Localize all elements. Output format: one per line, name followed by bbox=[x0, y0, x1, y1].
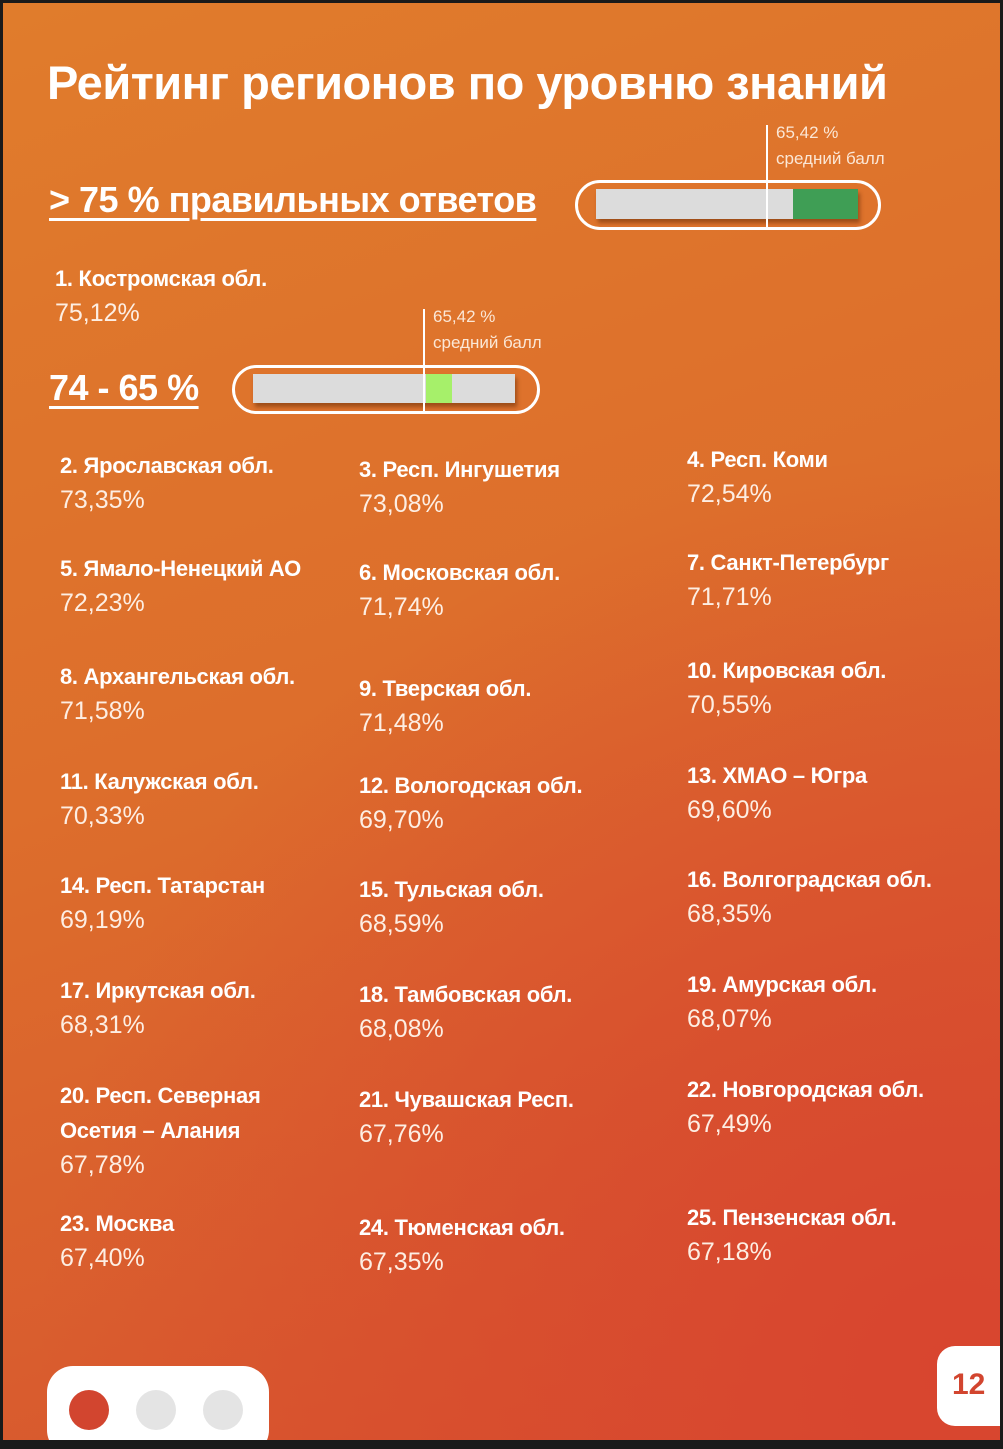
region-name: 15. Тульская обл. bbox=[359, 877, 544, 902]
region-percent: 69,19% bbox=[60, 906, 145, 934]
section-high-bar bbox=[575, 180, 881, 230]
region-name: 11. Калужская обл. bbox=[60, 769, 259, 794]
list-item: 23. Москва 67,40% bbox=[60, 1206, 174, 1275]
page-title: Рейтинг регионов по уровню знаний bbox=[47, 56, 888, 109]
region-percent: 72,54% bbox=[687, 480, 772, 508]
page-number-badge: 12 bbox=[937, 1346, 1000, 1426]
region-name: 24. Тюменская обл. bbox=[359, 1215, 565, 1240]
average-value: 65,42 % bbox=[776, 123, 839, 142]
region-percent: 68,08% bbox=[359, 1015, 444, 1043]
pagination-dot-active[interactable] bbox=[69, 1390, 109, 1430]
page-number: 12 bbox=[952, 1368, 986, 1401]
region-percent: 67,40% bbox=[60, 1244, 145, 1272]
region-percent: 73,08% bbox=[359, 490, 444, 518]
region-percent: 68,31% bbox=[60, 1011, 145, 1039]
region-name: 14. Респ. Татарстан bbox=[60, 873, 265, 898]
list-item: 1. Костромская обл. 75,12% bbox=[55, 261, 267, 330]
region-percent: 68,59% bbox=[359, 910, 444, 938]
region-percent: 71,71% bbox=[687, 583, 772, 611]
region-percent: 68,35% bbox=[687, 900, 772, 928]
region-name: 2. Ярославская обл. bbox=[60, 453, 274, 478]
region-percent: 68,07% bbox=[687, 1005, 772, 1033]
region-name: 3. Респ. Ингушетия bbox=[359, 457, 560, 482]
list-item: 9. Тверская обл. 71,48% bbox=[359, 671, 531, 740]
list-item: 18. Тамбовская обл. 68,08% bbox=[359, 977, 572, 1046]
region-name: 1. Костромская обл. bbox=[55, 266, 267, 291]
region-name: 23. Москва bbox=[60, 1211, 174, 1236]
region-name: 4. Респ. Коми bbox=[687, 447, 828, 472]
list-item: 8. Архангельская обл. 71,58% bbox=[60, 659, 295, 728]
average-annotation: 65,42 % средний балл bbox=[433, 304, 542, 356]
list-item: 11. Калужская обл. 70,33% bbox=[60, 764, 259, 833]
region-percent: 67,76% bbox=[359, 1120, 444, 1148]
bar-track bbox=[596, 189, 858, 219]
list-item: 17. Иркутская обл. 68,31% bbox=[60, 973, 256, 1042]
region-percent: 71,48% bbox=[359, 709, 444, 737]
section-high-label: > 75 % правильных ответов bbox=[49, 179, 537, 220]
region-percent: 72,23% bbox=[60, 589, 145, 617]
region-name: 7. Санкт-Петербург bbox=[687, 550, 889, 575]
region-percent: 67,18% bbox=[687, 1238, 772, 1266]
list-item: 12. Вологодская обл. 69,70% bbox=[359, 768, 583, 837]
bar-track bbox=[253, 374, 515, 403]
region-name: 16. Волгоградская обл. bbox=[687, 867, 932, 892]
list-item: 20. Респ. Северная Осетия – Алания 67,78% bbox=[60, 1078, 261, 1182]
list-item: 4. Респ. Коми 72,54% bbox=[687, 442, 828, 511]
bar-fill-mid bbox=[425, 374, 453, 403]
list-item: 16. Волгоградская обл. 68,35% bbox=[687, 862, 932, 931]
region-name: 5. Ямало-Ненецкий АО bbox=[60, 556, 301, 581]
list-item: 6. Московская обл. 71,74% bbox=[359, 555, 560, 624]
region-name: 19. Амурская обл. bbox=[687, 972, 877, 997]
average-label: средний балл bbox=[433, 333, 542, 352]
region-percent: 67,78% bbox=[60, 1151, 145, 1179]
list-item: 10. Кировская обл. 70,55% bbox=[687, 653, 886, 722]
region-name: 6. Московская обл. bbox=[359, 560, 560, 585]
region-name: 17. Иркутская обл. bbox=[60, 978, 256, 1003]
pagination-dots bbox=[47, 1366, 269, 1440]
region-name: 25. Пензенская обл. bbox=[687, 1205, 897, 1230]
region-name: 13. ХМАО – Югра bbox=[687, 763, 867, 788]
pagination-dot[interactable] bbox=[136, 1390, 176, 1430]
region-percent: 70,33% bbox=[60, 802, 145, 830]
list-item: 24. Тюменская обл. 67,35% bbox=[359, 1210, 565, 1279]
pagination-dot[interactable] bbox=[203, 1390, 243, 1430]
list-item: 19. Амурская обл. 68,07% bbox=[687, 967, 877, 1036]
region-percent: 69,70% bbox=[359, 806, 444, 834]
average-annotation: 65,42 % средний балл bbox=[776, 120, 885, 172]
list-item: 21. Чувашская Респ. 67,76% bbox=[359, 1082, 574, 1151]
region-name: 12. Вологодская обл. bbox=[359, 773, 583, 798]
region-percent: 75,12% bbox=[55, 299, 140, 327]
list-item: 7. Санкт-Петербург 71,71% bbox=[687, 545, 889, 614]
list-item: 25. Пензенская обл. 67,18% bbox=[687, 1200, 897, 1269]
region-name: 21. Чувашская Респ. bbox=[359, 1087, 574, 1112]
bar-fill-high bbox=[792, 189, 858, 219]
average-value: 65,42 % bbox=[433, 307, 496, 326]
average-marker-line bbox=[766, 125, 768, 227]
region-percent: 71,58% bbox=[60, 697, 145, 725]
region-name: 20. Респ. Северная Осетия – Алания bbox=[60, 1083, 261, 1143]
list-item: 15. Тульская обл. 68,59% bbox=[359, 872, 544, 941]
region-name: 18. Тамбовская обл. bbox=[359, 982, 573, 1007]
region-percent: 73,35% bbox=[60, 486, 145, 514]
section-mid-bar bbox=[232, 365, 540, 414]
list-item: 14. Респ. Татарстан 69,19% bbox=[60, 868, 265, 937]
list-item: 2. Ярославская обл. 73,35% bbox=[60, 448, 274, 517]
region-name: 9. Тверская обл. bbox=[359, 676, 532, 701]
list-item: 3. Респ. Ингушетия 73,08% bbox=[359, 452, 560, 521]
section-mid-label: 74 - 65 % bbox=[49, 367, 199, 408]
list-item: 5. Ямало-Ненецкий АО 72,23% bbox=[60, 551, 301, 620]
region-percent: 69,60% bbox=[687, 796, 772, 824]
region-percent: 67,49% bbox=[687, 1110, 772, 1138]
region-name: 8. Архангельская обл. bbox=[60, 664, 295, 689]
average-marker-line bbox=[423, 309, 425, 411]
list-item: 22. Новгородская обл. 67,49% bbox=[687, 1072, 924, 1141]
list-item: 13. ХМАО – Югра 69,60% bbox=[687, 758, 867, 827]
region-name: 22. Новгородская обл. bbox=[687, 1077, 924, 1102]
region-name: 10. Кировская обл. bbox=[687, 658, 887, 683]
page: Рейтинг регионов по уровню знаний > 75 %… bbox=[3, 3, 1000, 1440]
region-percent: 70,55% bbox=[687, 691, 772, 719]
region-percent: 71,74% bbox=[359, 593, 444, 621]
region-percent: 67,35% bbox=[359, 1248, 444, 1276]
average-label: средний балл bbox=[776, 149, 885, 168]
